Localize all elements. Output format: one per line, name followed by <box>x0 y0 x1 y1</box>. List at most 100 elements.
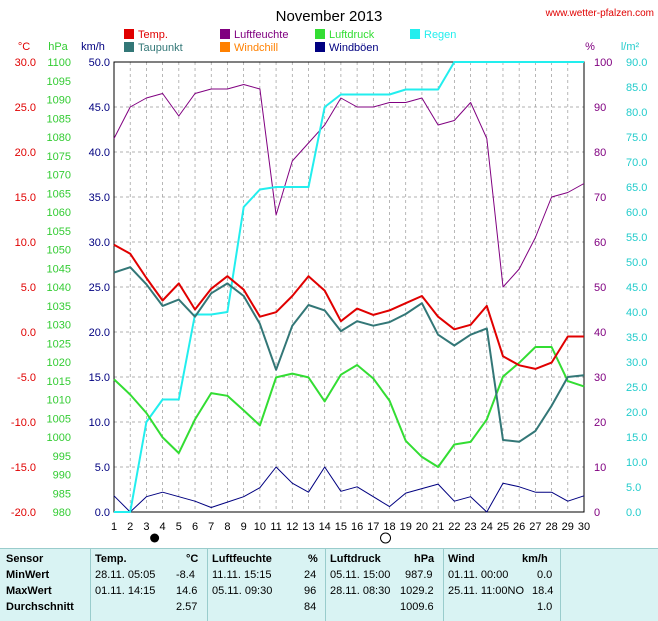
series-line-luftfeuchte <box>113 84 585 288</box>
press-tick-label: 1005 <box>47 413 71 425</box>
row-label: Durchschnitt <box>6 601 74 613</box>
series-line-regen <box>114 61 584 513</box>
rain-tick-label: 80.0 <box>626 107 647 119</box>
temp-tick-label: 25.0 <box>15 102 36 114</box>
hum-tick-label: 70 <box>594 192 606 204</box>
rain-tick-label: 0.0 <box>626 507 641 519</box>
rain-tick-label: 65.0 <box>626 182 647 194</box>
legend-label-gust: Windböen <box>329 42 379 54</box>
temp-tick-label: 20.0 <box>15 147 36 159</box>
hum-tick-label: 90 <box>594 102 606 114</box>
day-tick-label: 29 <box>562 521 574 533</box>
rain-tick-label: 45.0 <box>626 282 647 294</box>
day-tick-label: 12 <box>286 521 298 533</box>
full-moon-icon <box>380 532 392 544</box>
press-time: 05.11. 15:00 <box>330 569 391 581</box>
temp-tick-label: -5.0 <box>17 372 36 384</box>
stats-table: Sensor Temp. °C Luftfeuchte % Luftdruck … <box>0 548 658 621</box>
legend-swatch-press <box>315 29 325 39</box>
rain-tick-label: 30.0 <box>626 357 647 369</box>
rain-tick-label: 55.0 <box>626 232 647 244</box>
press-tick-label: 1070 <box>47 170 71 182</box>
rain-tick-label: 25.0 <box>626 382 647 394</box>
series-line-temp <box>113 243 584 370</box>
press-tick-label: 1040 <box>47 282 71 294</box>
header-temp: Temp. <box>95 553 127 565</box>
day-tick-label: 19 <box>400 521 412 533</box>
day-tick-label: 26 <box>513 521 525 533</box>
rain-tick-label: 70.0 <box>626 157 647 169</box>
wind-tick-label: 35.0 <box>89 192 110 204</box>
legend-swatch-dew <box>124 42 134 52</box>
rain-tick-label: 50.0 <box>626 257 647 269</box>
press-tick-label: 1100 <box>47 57 71 69</box>
wind-tick-label: 30.0 <box>89 237 110 249</box>
temp-value: -8.4 <box>176 569 195 581</box>
new-moon-icon <box>150 533 160 543</box>
day-tick-label: 6 <box>192 521 198 533</box>
day-tick-label: 20 <box>416 521 428 533</box>
temp-tick-label: 10.0 <box>15 237 36 249</box>
day-tick-label: 25 <box>497 521 509 533</box>
press-time: 28.11. 08:30 <box>330 585 391 597</box>
press-tick-label: 985 <box>53 488 71 500</box>
press-tick-label: 990 <box>53 470 71 482</box>
table-header-row: Sensor Temp. °C Luftfeuchte % Luftdruck … <box>0 553 658 568</box>
wind-value: 0.0 <box>537 569 553 581</box>
press-tick-label: 1000 <box>47 432 71 444</box>
rain-tick-label: 90.0 <box>626 57 647 69</box>
press-tick-label: 1060 <box>47 207 71 219</box>
day-tick-label: 7 <box>208 521 214 533</box>
press-value: 1009.6 <box>400 601 434 613</box>
day-tick-label: 2 <box>127 521 133 533</box>
press-tick-label: 1050 <box>47 245 71 257</box>
header-press: Luftdruck <box>330 553 381 565</box>
temp-tick-label: 5.0 <box>21 282 36 294</box>
press-tick-label: 1085 <box>47 113 71 125</box>
rain-tick-label: 40.0 <box>626 307 647 319</box>
day-tick-label: 15 <box>335 521 347 533</box>
rain-tick-label: 10.0 <box>626 457 647 469</box>
hum-value: 96 <box>304 585 317 597</box>
day-tick-label: 23 <box>464 521 476 533</box>
legend-label-dew: Taupunkt <box>138 42 183 54</box>
wind-time: 25.11. 11:00NO <box>448 585 525 597</box>
day-tick-label: 3 <box>143 521 149 533</box>
rain-tick-label: 20.0 <box>626 407 647 419</box>
site-link: www.wetter-pfalzen.com <box>545 8 654 19</box>
day-tick-label: 8 <box>224 521 230 533</box>
legend-label-rain: Regen <box>424 29 456 41</box>
legend-swatch-wchill <box>220 42 230 52</box>
press-tick-label: 1065 <box>47 188 71 200</box>
wind-unit: km/h <box>81 41 105 53</box>
rain-tick-label: 15.0 <box>626 432 647 444</box>
day-tick-label: 10 <box>254 521 266 533</box>
press-tick-label: 1010 <box>47 395 71 407</box>
day-tick-label: 9 <box>241 521 247 533</box>
press-value: 1029.2 <box>400 585 434 597</box>
day-tick-label: 24 <box>481 521 493 533</box>
wind-tick-label: 50.0 <box>89 57 110 69</box>
day-tick-label: 11 <box>270 521 281 533</box>
wind-tick-label: 15.0 <box>89 372 110 384</box>
press-tick-label: 1020 <box>47 357 71 369</box>
temp-tick-label: -10.0 <box>11 417 36 429</box>
table-row: MaxWert 01.11. 14:15 14.6 05.11. 09:30 9… <box>0 585 658 600</box>
hum-time: 05.11. 09:30 <box>212 585 273 597</box>
legend-swatch-rain <box>410 29 420 39</box>
press-tick-label: 1080 <box>47 132 71 144</box>
press-tick-label: 980 <box>53 507 71 519</box>
hum-unit: % <box>585 41 595 53</box>
hum-tick-label: 40 <box>594 327 606 339</box>
row-label: MinWert <box>6 569 50 581</box>
rain-tick-label: 5.0 <box>626 482 641 494</box>
day-tick-label: 13 <box>302 521 314 533</box>
weather-chart: November 2013 www.wetter-pfalzen.com Temp.… <box>11 8 654 544</box>
plot-frame <box>113 61 585 513</box>
day-tick-label: 18 <box>383 521 395 533</box>
day-tick-label: 16 <box>351 521 363 533</box>
wind-tick-label: 5.0 <box>95 462 110 474</box>
temp-tick-label: -20.0 <box>11 507 36 519</box>
press-tick-label: 1025 <box>47 338 71 350</box>
press-tick-label: 1035 <box>47 301 71 313</box>
